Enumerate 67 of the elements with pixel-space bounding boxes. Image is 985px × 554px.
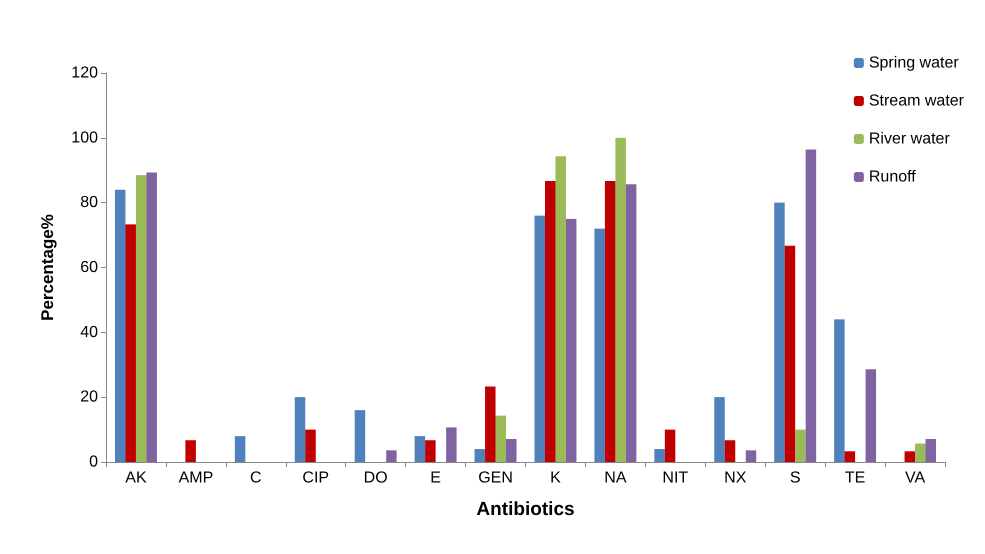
bar [626, 184, 636, 462]
x-tick-label: AMP [178, 470, 214, 486]
x-tick-label: GEN [478, 470, 513, 486]
x-tick-label: E [430, 470, 441, 486]
bar [114, 190, 126, 462]
y-tick-label: 40 [80, 324, 98, 341]
bar [544, 180, 556, 462]
x-tick-label: NA [604, 470, 627, 486]
bar [234, 436, 246, 462]
bar [774, 202, 785, 462]
bar [714, 397, 725, 462]
bar [185, 440, 196, 462]
x-tick-label: C [250, 470, 262, 486]
bar [615, 138, 626, 462]
bar [664, 430, 676, 462]
legend-label: Spring water [868, 54, 960, 72]
x-tick-label: NX [724, 470, 747, 486]
bar [386, 450, 397, 462]
bar [904, 451, 916, 462]
bar [496, 416, 506, 462]
y-tick-label: 0 [89, 454, 98, 470]
bar [146, 172, 157, 462]
y-tick-label: 60 [80, 259, 98, 276]
bar [604, 180, 616, 462]
bar [446, 427, 457, 462]
y-tick-label: 20 [80, 388, 98, 406]
bar [566, 218, 576, 462]
bar [125, 224, 136, 462]
bar [305, 430, 316, 462]
bar [425, 440, 436, 462]
x-tick-label: NIT [662, 470, 688, 486]
x-tick-label: VA [904, 470, 926, 486]
x-tick-label: TE [844, 470, 866, 486]
bar [136, 175, 146, 462]
y-axis-title: Percentage% [38, 214, 57, 321]
bar [915, 444, 926, 462]
x-tick-label: CIP [302, 470, 330, 486]
bar [866, 369, 876, 462]
y-tick-label: 80 [80, 194, 98, 212]
bar [926, 438, 936, 462]
x-tick-label: DO [364, 470, 388, 486]
x-tick-label: K [550, 470, 562, 486]
legend-label: River water [868, 130, 950, 148]
bar [555, 156, 566, 462]
bar [806, 150, 816, 462]
bar [844, 451, 856, 462]
bar [294, 397, 306, 462]
x-axis-title: Antibiotics [476, 499, 575, 520]
bar [354, 410, 366, 462]
bar [474, 449, 486, 462]
y-tick-label: 120 [71, 64, 98, 82]
bar [485, 386, 496, 462]
bar [414, 436, 426, 462]
legend-label: Stream water [868, 92, 965, 110]
bar [724, 440, 736, 462]
bar [506, 438, 517, 462]
bar [594, 228, 605, 462]
bar [784, 246, 796, 462]
bar [795, 430, 806, 462]
legend-label: Runoff [868, 168, 916, 186]
x-tick-label: AK [125, 470, 147, 486]
bar [534, 216, 545, 462]
bar [654, 449, 665, 462]
bar [834, 319, 845, 462]
y-tick-label: 100 [71, 129, 98, 146]
x-tick-label: S [790, 470, 801, 486]
bar [746, 450, 756, 462]
